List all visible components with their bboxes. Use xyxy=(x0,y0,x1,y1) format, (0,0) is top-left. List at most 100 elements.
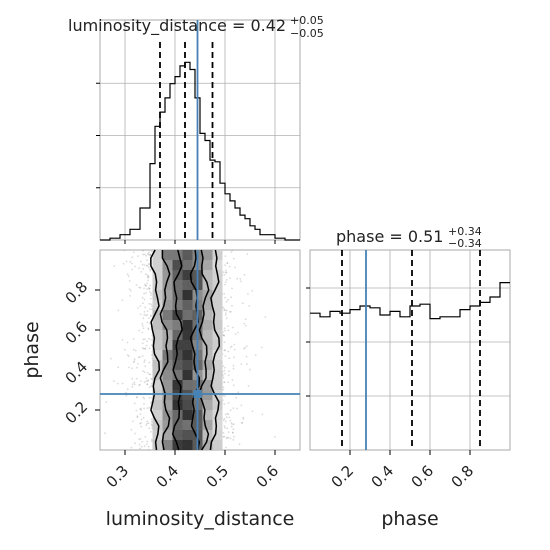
sample-point xyxy=(126,273,129,276)
sample-point xyxy=(244,318,247,320)
sample-point xyxy=(127,355,130,357)
sample-point xyxy=(223,366,226,369)
sample-point xyxy=(144,306,147,309)
sample-point xyxy=(129,290,132,292)
sample-point xyxy=(225,416,228,419)
sample-point xyxy=(140,380,142,382)
sample-point xyxy=(225,446,227,449)
sample-point xyxy=(150,314,152,317)
contour-line xyxy=(189,249,201,451)
sample-point xyxy=(140,445,143,448)
sample-point xyxy=(139,408,141,410)
sample-point xyxy=(136,415,139,418)
sample-point xyxy=(234,333,237,335)
sample-point xyxy=(225,317,228,320)
sample-point xyxy=(137,307,139,309)
sample-point xyxy=(133,383,136,386)
sample-point xyxy=(142,338,145,341)
sample-point xyxy=(227,431,230,434)
sample-point xyxy=(222,394,225,397)
sample-point xyxy=(140,418,143,421)
sample-point xyxy=(147,445,150,448)
sample-point xyxy=(144,284,147,287)
sample-point xyxy=(242,418,245,420)
density-cell xyxy=(152,410,163,420)
sample-point xyxy=(232,428,235,430)
truth-marker xyxy=(193,390,202,398)
sample-point xyxy=(148,263,151,266)
ld-hist-title-sub: −0.05 xyxy=(290,27,324,40)
sample-point xyxy=(251,290,254,292)
phase-histogram-steps xyxy=(310,282,510,320)
sample-point xyxy=(150,385,153,387)
density-cell xyxy=(162,370,173,380)
density-cell xyxy=(182,350,193,360)
sample-point xyxy=(141,342,144,345)
density-cell xyxy=(212,400,223,410)
sample-point xyxy=(131,367,133,370)
sample-point xyxy=(128,280,131,282)
sample-point xyxy=(130,446,133,449)
sample-point xyxy=(143,292,146,295)
density-cell xyxy=(162,360,173,370)
density-cell xyxy=(172,420,183,430)
sample-point xyxy=(148,287,151,290)
sample-point xyxy=(231,379,234,381)
sample-point xyxy=(143,397,146,400)
sample-point xyxy=(140,409,143,411)
sample-point xyxy=(145,254,148,257)
sample-point xyxy=(222,376,225,379)
sample-point xyxy=(233,343,236,346)
sample-point xyxy=(222,432,225,434)
sample-point xyxy=(150,303,153,306)
density-cell xyxy=(212,390,223,400)
density-cell xyxy=(162,290,173,300)
x-right-tick-label: 0.6 xyxy=(408,462,438,492)
y-tick-label: 0.6 xyxy=(62,318,92,348)
sample-point xyxy=(228,370,231,373)
density-cell xyxy=(162,300,173,310)
sample-point xyxy=(134,442,137,445)
sample-point xyxy=(126,388,129,391)
sample-point xyxy=(231,304,233,307)
sample-point xyxy=(127,275,130,278)
sample-point xyxy=(104,432,106,435)
sample-point xyxy=(121,299,124,302)
sample-point xyxy=(235,396,238,399)
density-cell xyxy=(202,250,213,260)
sample-point xyxy=(142,317,145,320)
density-cell xyxy=(152,390,163,400)
density-cell xyxy=(182,420,193,430)
sample-point xyxy=(151,378,153,380)
sample-point xyxy=(146,380,149,382)
density-cell xyxy=(182,360,193,370)
sample-point xyxy=(139,305,142,307)
sample-point xyxy=(148,268,151,271)
sample-point xyxy=(149,254,152,257)
sample-point xyxy=(240,422,243,424)
sample-point xyxy=(151,305,153,308)
sample-point xyxy=(229,277,231,279)
sample-point xyxy=(147,448,150,451)
sample-point xyxy=(222,306,225,309)
density-cell xyxy=(212,410,223,420)
sample-point xyxy=(150,382,153,385)
density-cell xyxy=(162,250,173,260)
density-cell xyxy=(152,440,163,450)
sample-point xyxy=(225,309,228,312)
ld-histogram-steps xyxy=(100,61,300,241)
density-cell xyxy=(202,350,213,360)
density-cell xyxy=(182,260,193,270)
density-cell xyxy=(202,260,213,270)
sample-point xyxy=(149,269,152,272)
sample-point xyxy=(246,363,248,366)
sample-point xyxy=(225,437,228,440)
sample-point xyxy=(251,410,254,413)
sample-point xyxy=(228,357,231,360)
contour-line xyxy=(159,250,171,451)
sample-point xyxy=(117,366,120,369)
sample-point xyxy=(222,419,225,422)
sample-point xyxy=(148,396,151,399)
sample-point xyxy=(223,369,226,372)
sample-point xyxy=(239,280,242,283)
